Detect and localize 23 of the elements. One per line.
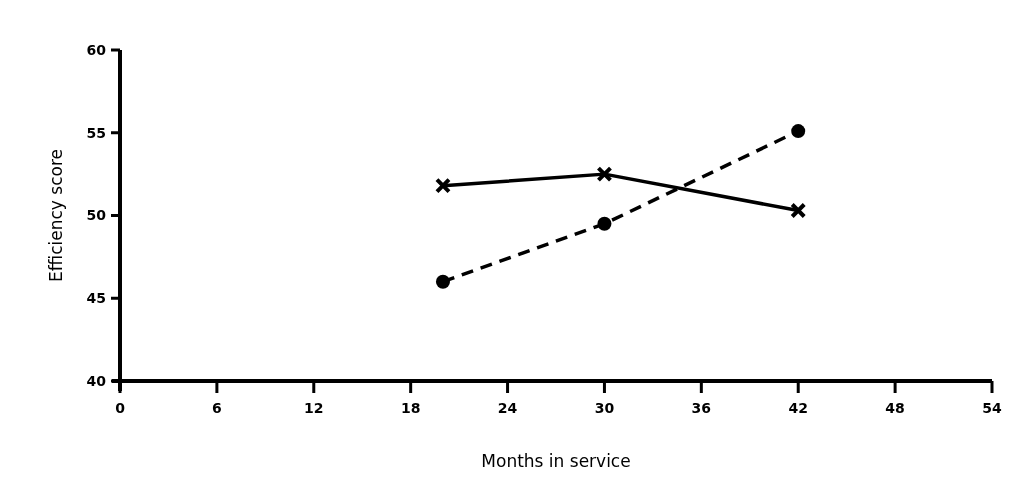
point (434, 177, 451, 194)
x-tick-label: 48 (885, 400, 905, 416)
point (596, 166, 613, 183)
x-tick-label: 6 (212, 400, 222, 416)
x-tick-label: 30 (594, 400, 615, 416)
x-tick-label: 12 (304, 400, 324, 416)
x-axis-title: Months in service (481, 451, 631, 471)
x-tick-label: 0 (115, 400, 126, 416)
point (791, 124, 806, 139)
y-tick-label: 50 (86, 207, 107, 224)
point (790, 202, 807, 219)
x-tick-label: 42 (788, 400, 808, 416)
x-tick-label: 24 (497, 400, 518, 416)
point (435, 274, 450, 289)
x-tick-label: 54 (982, 400, 1002, 416)
y-tick-label: 60 (86, 41, 107, 58)
y-tick-label: 45 (86, 290, 106, 307)
y-tick-label: 55 (86, 124, 106, 141)
y-tick-label: 40 (86, 372, 107, 389)
point (597, 216, 612, 231)
y-axis-title: Efficiency score (46, 149, 66, 282)
x-tick-label: 36 (691, 400, 712, 416)
x-tick-label: 18 (400, 400, 421, 416)
